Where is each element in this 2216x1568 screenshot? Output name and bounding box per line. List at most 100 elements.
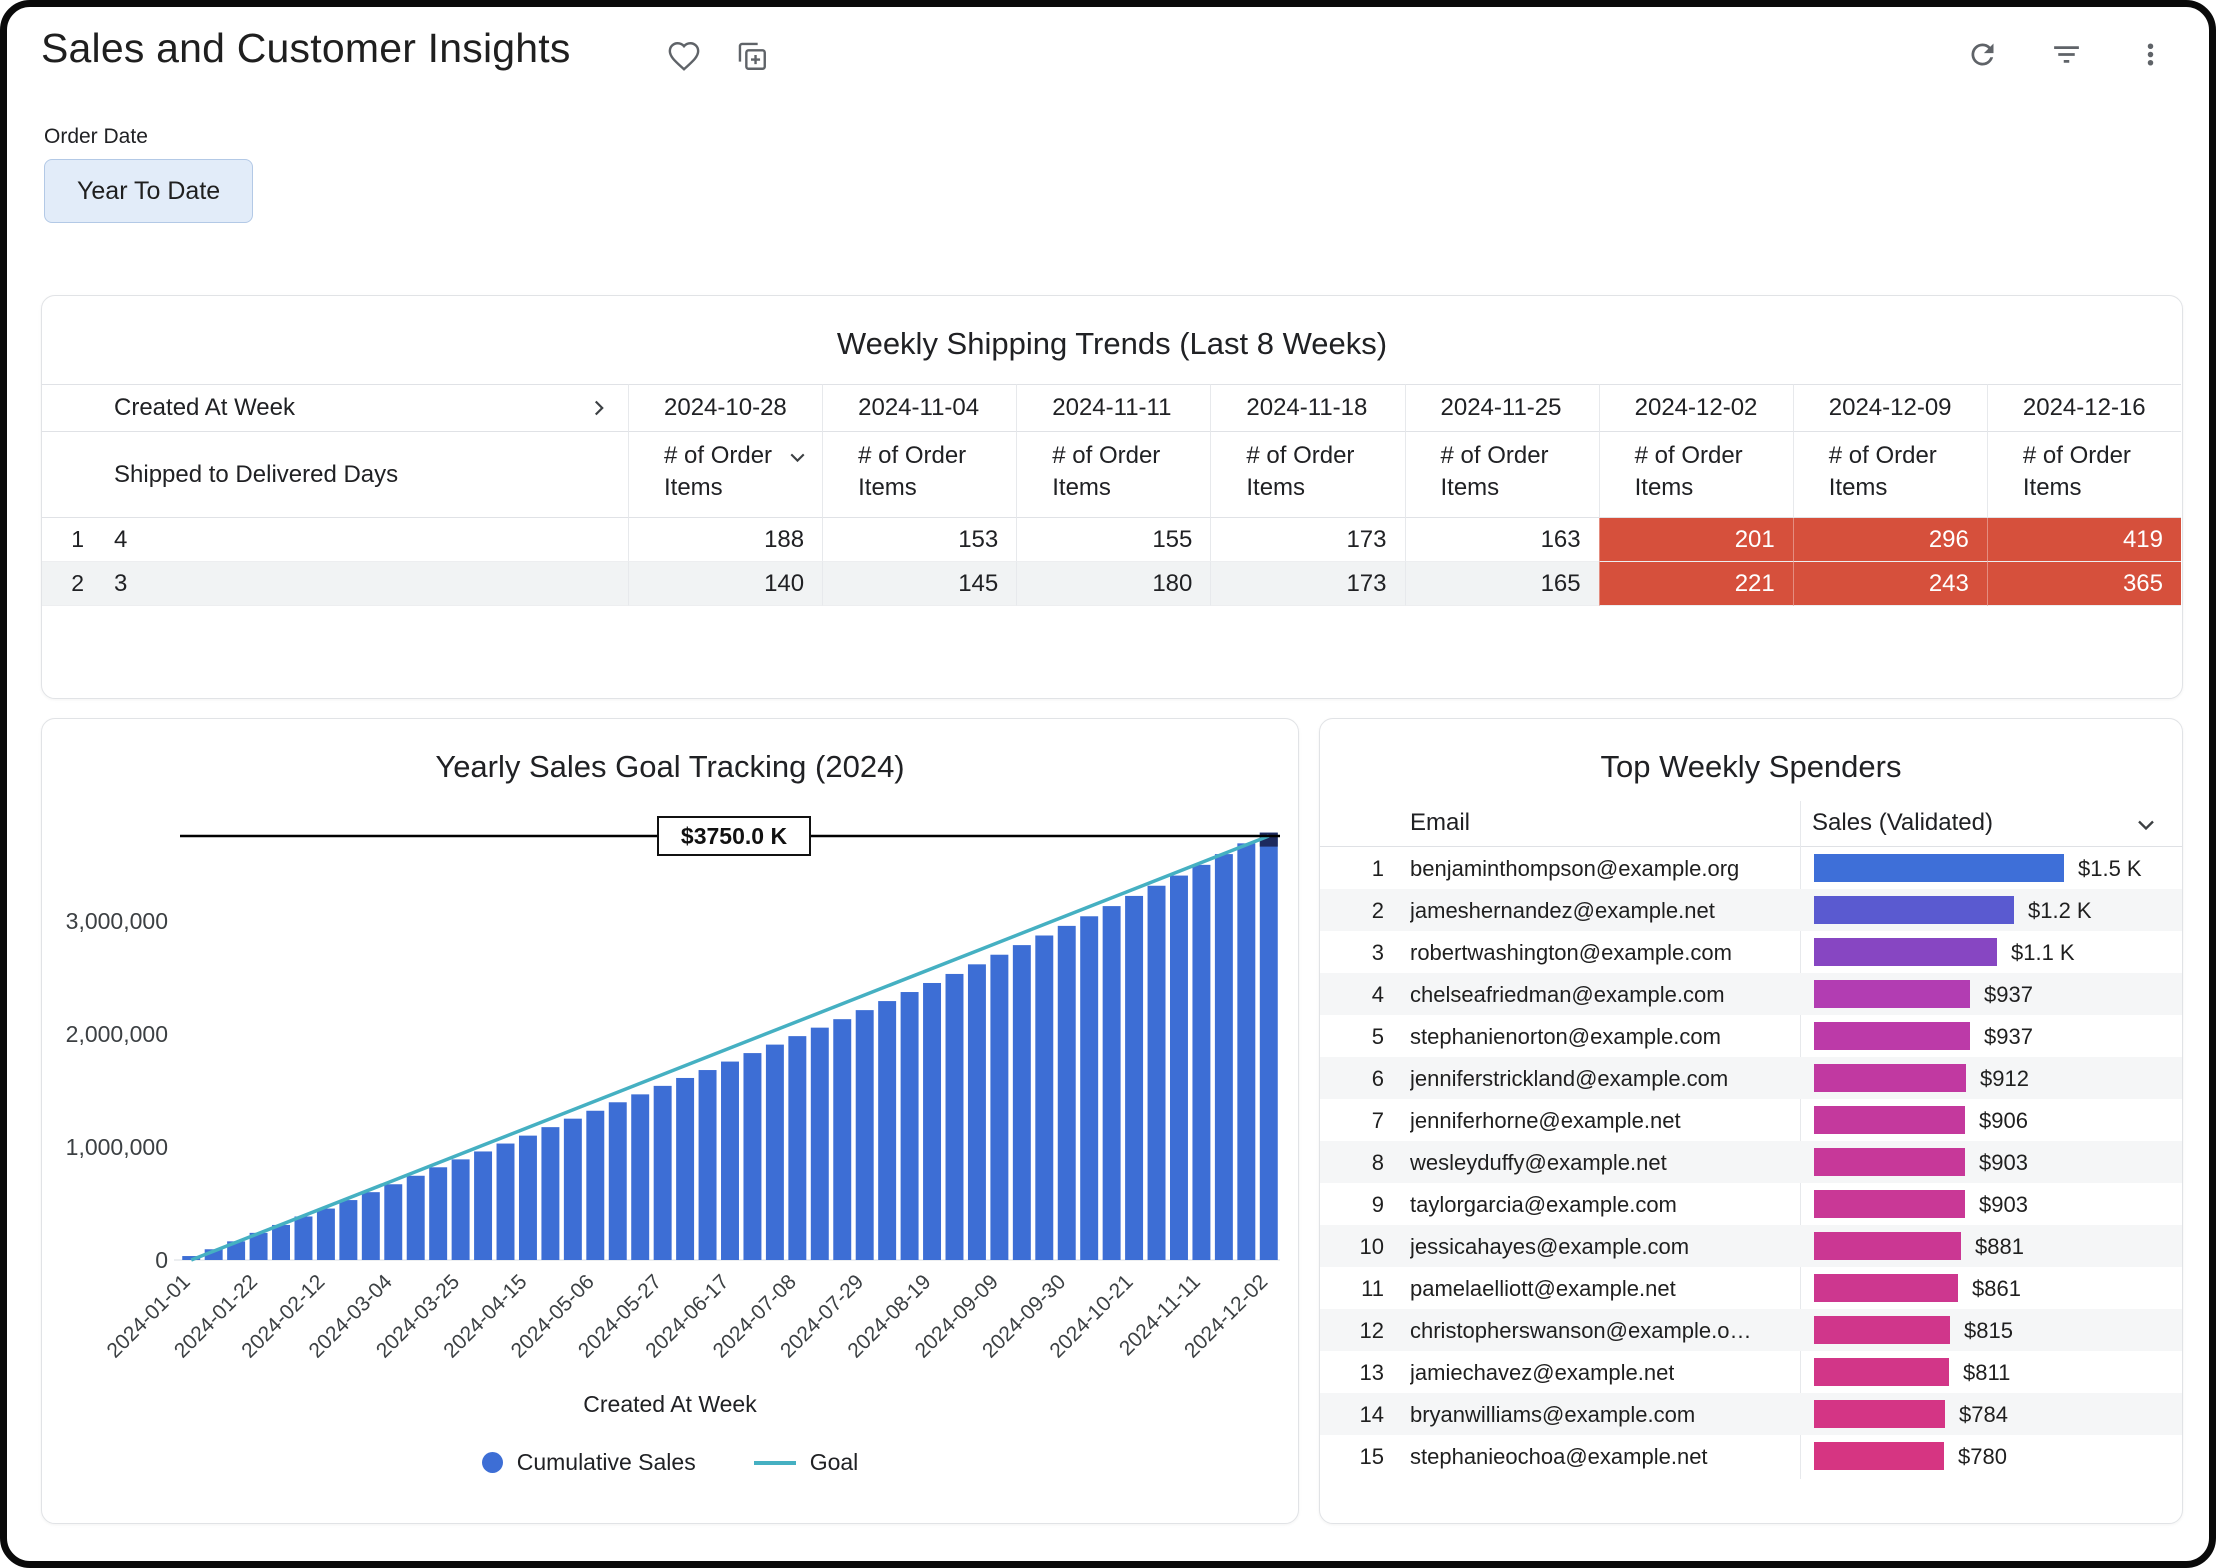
spender-row: 8 wesleyduffy@example.net $903 bbox=[1320, 1141, 2182, 1183]
chart-legend: Cumulative Sales Goal bbox=[42, 1449, 1298, 1476]
shipping-card-title: Weekly Shipping Trends (Last 8 Weeks) bbox=[836, 326, 1388, 361]
spender-sales-bar bbox=[1814, 1232, 1961, 1260]
sales-goal-card: Yearly Sales Goal Tracking (2024) 0 1,000… bbox=[41, 718, 1299, 1524]
spender-email: jenniferhorne@example.net bbox=[1410, 1108, 1681, 1133]
chevron-down-icon[interactable] bbox=[785, 445, 810, 470]
spender-rank: 3 bbox=[1371, 940, 1384, 965]
spender-rank: 8 bbox=[1371, 1150, 1384, 1175]
shipping-table: Created At Week Shipped to Delivered Day… bbox=[42, 384, 2181, 606]
spender-row: 11 pamelaelliott@example.net $861 bbox=[1320, 1267, 2182, 1309]
measure-header: # of Order Items bbox=[1598, 432, 1793, 518]
cumulative-sales-bar bbox=[1170, 875, 1188, 1260]
cumulative-sales-bar bbox=[541, 1127, 560, 1260]
measure-label: # of Order Items bbox=[1634, 442, 1743, 501]
y-tick-label: 0 bbox=[155, 1247, 168, 1273]
spender-sales-bar bbox=[1814, 938, 1997, 966]
spender-sales-bar bbox=[1814, 1316, 1950, 1344]
week-column-header: 2024-11-18 bbox=[1210, 384, 1405, 432]
spenders-card-title: Top Weekly Spenders bbox=[1600, 749, 1902, 784]
value-cell: 145 bbox=[822, 562, 1017, 606]
spender-rank: 10 bbox=[1359, 1234, 1384, 1259]
spender-row: 7 jenniferhorne@example.net $906 bbox=[1320, 1099, 2182, 1141]
cumulative-sales-bar bbox=[1035, 935, 1054, 1260]
spender-rank: 15 bbox=[1359, 1444, 1384, 1469]
cumulative-sales-bar bbox=[743, 1053, 762, 1260]
measure-label: # of Order Items bbox=[1052, 442, 1161, 501]
measure-header[interactable]: # of Order Items bbox=[628, 432, 823, 518]
spender-rank: 1 bbox=[1371, 856, 1384, 881]
spender-sales-bar bbox=[1814, 1190, 1965, 1218]
cumulative-sales-bar bbox=[1057, 925, 1076, 1260]
cumulative-sales-bar bbox=[810, 1027, 829, 1260]
value-cell: 140 bbox=[628, 562, 823, 606]
value-cell: 296 bbox=[1792, 518, 1987, 562]
cumulative-sales-bar bbox=[1237, 843, 1256, 1260]
value-cell: 365 bbox=[1986, 562, 2181, 606]
goal-line bbox=[190, 834, 1270, 1262]
more-menu-button[interactable] bbox=[2131, 35, 2169, 73]
sales-column-header[interactable]: Sales (Validated) bbox=[1812, 809, 1993, 836]
corner-cell bbox=[42, 384, 100, 432]
measure-label: # of Order Items bbox=[858, 442, 967, 501]
cumulative-sales-bar bbox=[1102, 906, 1121, 1260]
title-actions bbox=[665, 37, 771, 75]
cumulative-sales-bar bbox=[451, 1159, 470, 1260]
value-cell: 180 bbox=[1016, 562, 1211, 606]
row-index: 1 bbox=[42, 518, 100, 562]
value-cell: 153 bbox=[822, 518, 1017, 562]
spender-row: 5 stephanienorton@example.com $937 bbox=[1320, 1015, 2182, 1057]
spender-sales-value: $912 bbox=[1980, 1066, 2029, 1091]
spender-row: 15 stephanieochoa@example.net $780 bbox=[1320, 1435, 2182, 1477]
spender-sales-bar bbox=[1814, 1022, 1970, 1050]
legend-line-icon bbox=[753, 1460, 796, 1465]
email-column-header[interactable]: Email bbox=[1410, 809, 1471, 836]
row-dimension-header[interactable]: Created At Week bbox=[100, 384, 628, 432]
cumulative-sales-bar bbox=[967, 964, 986, 1260]
spender-sales-value: $811 bbox=[1963, 1360, 2011, 1385]
value-cell: 173 bbox=[1210, 518, 1405, 562]
legend-label-goal: Goal bbox=[809, 1449, 859, 1475]
date-filter-chip[interactable]: Year To Date bbox=[44, 159, 254, 223]
cumulative-sales-bar bbox=[586, 1110, 605, 1260]
legend-goal: Goal bbox=[753, 1449, 859, 1476]
measure-label: # of Order Items bbox=[2022, 442, 2131, 501]
value-cell: 221 bbox=[1598, 562, 1793, 606]
cumulative-sales-bar bbox=[631, 1094, 650, 1260]
cumulative-sales-bar bbox=[923, 982, 942, 1260]
week-column-header: 2024-12-16 bbox=[1986, 384, 2181, 432]
spender-email: jameshernandez@example.net bbox=[1410, 898, 1715, 923]
spender-sales-bar bbox=[1814, 1442, 1944, 1470]
spender-email: pamelaelliott@example.net bbox=[1410, 1276, 1676, 1301]
favorite-button[interactable] bbox=[665, 37, 703, 75]
col-dimension-label: Shipped to Delivered Days bbox=[114, 460, 399, 488]
cumulative-sales-bar bbox=[608, 1102, 627, 1260]
cumulative-sales-bar bbox=[676, 1077, 695, 1260]
chevron-right-icon bbox=[594, 400, 604, 416]
cumulative-sales-bar bbox=[182, 1256, 201, 1260]
spender-row: 14 bryanwilliams@example.com $784 bbox=[1320, 1393, 2182, 1435]
spender-email: chelseafriedman@example.com bbox=[1410, 982, 1725, 1007]
copy-to-dashboard-button[interactable] bbox=[733, 37, 771, 75]
spender-row: 3 robertwashington@example.com $1.1 K bbox=[1320, 931, 2182, 973]
week-column-header: 2024-11-25 bbox=[1404, 384, 1599, 432]
spenders-table-header: Email Sales (Validated) bbox=[1320, 801, 2182, 847]
filter-button[interactable] bbox=[2047, 35, 2085, 73]
spender-sales-value: $784 bbox=[1959, 1402, 2008, 1427]
chevron-down-icon[interactable] bbox=[2132, 811, 2160, 839]
page-title: Sales and Customer Insights bbox=[41, 25, 571, 71]
y-tick-label: 3,000,000 bbox=[66, 908, 168, 934]
refresh-button[interactable] bbox=[1963, 35, 2001, 73]
cumulative-sales-bar bbox=[518, 1135, 537, 1260]
measure-label: # of Order Items bbox=[1246, 442, 1355, 501]
spender-rank: 6 bbox=[1371, 1066, 1384, 1091]
spender-sales-value: $1.1 K bbox=[2011, 940, 2075, 965]
cumulative-sales-bar bbox=[721, 1061, 739, 1260]
cumulative-sales-bar bbox=[204, 1249, 223, 1260]
cumulative-sales-bar bbox=[406, 1175, 425, 1260]
week-column-header: 2024-11-04 bbox=[822, 384, 1017, 432]
cumulative-sales-bar bbox=[1125, 895, 1144, 1260]
spender-sales-value: $903 bbox=[1979, 1150, 2028, 1175]
spender-sales-value: $1.5 K bbox=[2078, 856, 2142, 881]
cumulative-sales-bar bbox=[227, 1241, 246, 1260]
